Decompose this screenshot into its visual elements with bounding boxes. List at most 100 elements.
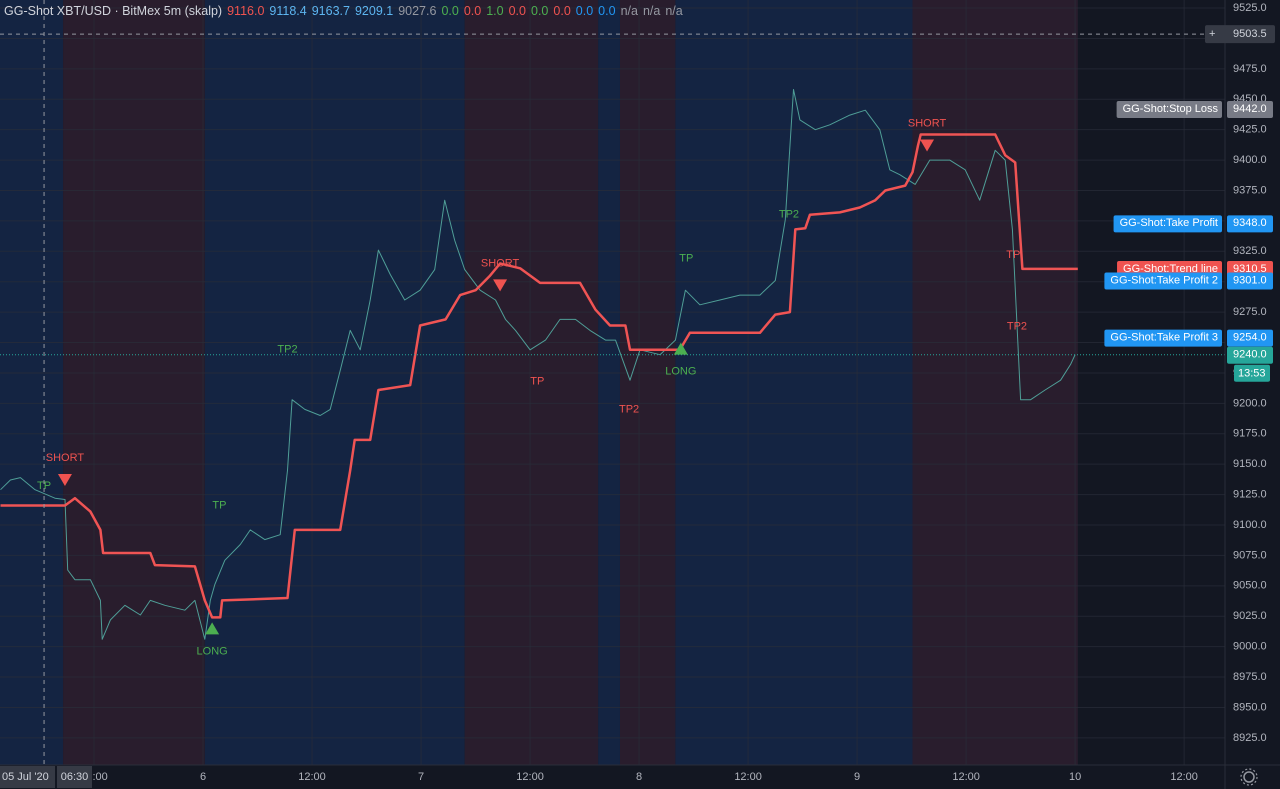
last-price-tag [1227, 346, 1273, 364]
signal-label: LONG [197, 645, 228, 657]
signal-label: TP [679, 253, 693, 265]
crosshair-price-bg [1205, 25, 1275, 44]
countdown-bg [1234, 364, 1270, 382]
signal-label: TP2 [277, 344, 297, 356]
signal-label: TP [1006, 249, 1020, 261]
signal-label: SHORT [908, 117, 947, 129]
x-tick-label: 9 [854, 771, 860, 783]
signal-label: TP [37, 480, 51, 492]
price-tag-name-bg [1116, 100, 1222, 118]
price-tag-label: 9348.0 [1233, 217, 1267, 229]
status-value: 0.0 [441, 4, 459, 18]
signal-band [912, 0, 1078, 765]
price-tag-name: GG-Shot:Trend line [1123, 263, 1218, 275]
signal-marker [205, 622, 220, 635]
legend-header: GG-Shot XBT/USD · BitMex 5m (skalp) 9116… [4, 4, 683, 18]
status-value: 9209.1 [354, 4, 394, 18]
plot-area: TP SHORT LONG TP TP2 SHORT TP TP2 LONG TP TP2 SHORT… [0, 0, 1225, 765]
status-value: 9116.0 [227, 4, 265, 18]
status-value: n/a [620, 4, 638, 18]
signal-label: LONG [665, 366, 696, 378]
price-tag-label: 9442.0 [1233, 103, 1267, 115]
price-tag-name: GG-Shot:Take Profit 2 [1110, 274, 1218, 286]
y-tick-label: 9275.0 [1233, 306, 1267, 318]
crosshair-time-label: 06:30 [61, 771, 89, 783]
y-tick-label: 9400.0 [1233, 154, 1267, 166]
x-tick-label: 8 [636, 771, 642, 783]
price-tag-name: GG-Shot:Take Profit 3 [1110, 332, 1218, 344]
y-tick-label: 9375.0 [1233, 184, 1267, 196]
crosshair-date-label: 05 Jul '20 [2, 771, 49, 783]
status-value: 0.0 [598, 4, 616, 18]
y-tick-label: 8975.0 [1233, 671, 1267, 683]
x-tick-label: 12:00 [516, 771, 544, 783]
overlay: GG-Shot:Stop Loss 9442.0 GG-Shot:Take Prof… [0, 25, 1275, 788]
signal-label: SHORT [481, 257, 520, 269]
price-tag [1227, 272, 1273, 290]
time-axis-bg [0, 765, 1280, 789]
x-tick-label: 7 [418, 771, 424, 783]
signal-band [0, 0, 64, 765]
signal-marker [673, 342, 688, 355]
signal-label: TP2 [779, 209, 799, 221]
status-value: 0.0 [531, 4, 549, 18]
x-tick-label: 12:00 [734, 771, 762, 783]
price-tag-name: GG-Shot:Take Profit [1120, 217, 1218, 229]
signal-band [675, 0, 913, 765]
settings-icon[interactable] [1240, 768, 1258, 786]
y-tick-label: 9100.0 [1233, 519, 1267, 531]
price-tag-name-bg [1113, 215, 1222, 233]
y-tick-label: 9325.0 [1233, 245, 1267, 257]
x-tick-label: 12:00 [298, 771, 326, 783]
y-tick-label: 9175.0 [1233, 428, 1267, 440]
signal-band [598, 0, 620, 765]
price-tag-name-bg [1104, 272, 1222, 290]
status-value: 0.0 [463, 4, 482, 18]
status-value: n/a [665, 4, 683, 18]
signal-marker [493, 279, 508, 292]
y-tick-label: 9150.0 [1233, 458, 1267, 470]
y-tick-label: 9125.0 [1233, 488, 1267, 500]
y-tick-label: 9200.0 [1233, 397, 1267, 409]
price-tag [1227, 329, 1273, 347]
crosshair-plus: + [1209, 28, 1215, 40]
series-line [0, 89, 1076, 640]
price-tag-label: 9310.5 [1233, 263, 1267, 275]
status-value: 9118.4 [269, 4, 307, 18]
price-tag-label: 9254.0 [1233, 332, 1267, 344]
last-price-label: 9240.0 [1233, 349, 1267, 361]
signal-band [619, 0, 676, 765]
y-tick-label: 9050.0 [1233, 580, 1267, 592]
x-tick-label: 12:00 [1170, 771, 1198, 783]
x-tick-label: 12:00 [952, 771, 980, 783]
price-tag-name-bg [1104, 329, 1222, 347]
y-tick-label: 9000.0 [1233, 641, 1267, 653]
y-tick-label: 9475.0 [1233, 63, 1267, 75]
status-value: 0.0 [553, 4, 571, 18]
y-tick-label: 9025.0 [1233, 610, 1267, 622]
status-value: n/a [642, 4, 661, 18]
signal-band [204, 0, 465, 765]
price-axis-bg [1225, 0, 1280, 789]
crosshair-date-bg [0, 766, 55, 788]
status-value: 9163.7 [311, 4, 350, 18]
y-tick-label: 9525.0 [1233, 2, 1267, 14]
signal-label: SHORT [46, 452, 85, 464]
status-value: 1.0 [486, 4, 504, 18]
status-value: 0.0 [575, 4, 594, 18]
price-tag-name: GG-Shot:Stop Loss [1123, 103, 1219, 115]
signal-band [63, 0, 205, 765]
signal-band [464, 0, 599, 765]
status-value: 0.0 [508, 4, 526, 18]
y-tick-label: 9425.0 [1233, 124, 1267, 136]
signal-marker [57, 473, 72, 486]
signal-label: TP [530, 375, 544, 387]
countdown-label: 13:53 [1238, 368, 1266, 380]
x-tick-label: 10 [1069, 771, 1081, 783]
price-tag-label: 9301.0 [1233, 274, 1267, 286]
y-tick-label: 8950.0 [1233, 701, 1267, 713]
y-tick-label: 9075.0 [1233, 549, 1267, 561]
signal-marker [920, 139, 935, 152]
